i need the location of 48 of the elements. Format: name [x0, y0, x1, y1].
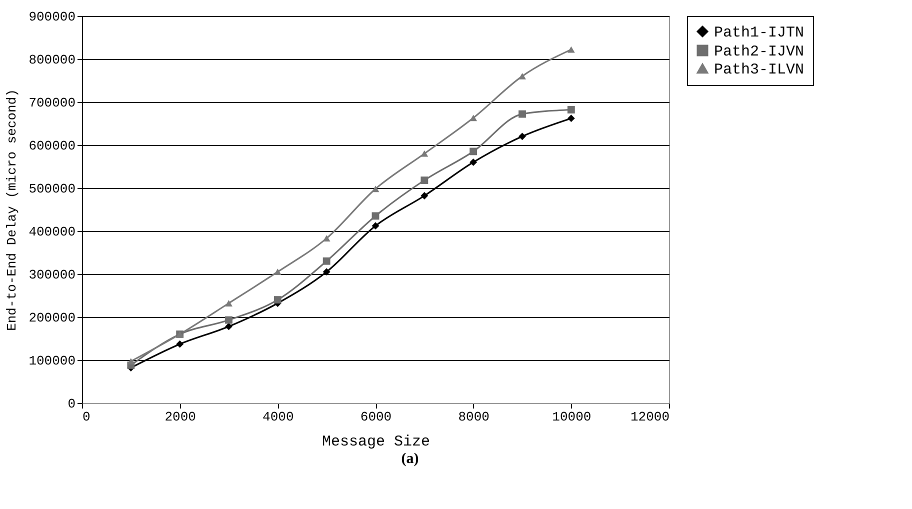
point [372, 186, 380, 192]
point [567, 106, 575, 114]
y-tick-label: 200000 [28, 310, 76, 326]
y-tick-label: 700000 [28, 96, 76, 110]
x-tick-label: 2000 [164, 410, 196, 424]
y-tick-label: 0 [68, 396, 76, 412]
point [225, 300, 232, 306]
point [176, 340, 184, 348]
point [225, 316, 232, 324]
point [567, 46, 575, 53]
point [420, 176, 428, 184]
legend-label: Path3-ILVN [714, 62, 804, 78]
point [470, 114, 478, 122]
point [518, 110, 526, 118]
y-tick-label: 900000 [28, 10, 76, 24]
point [322, 268, 330, 276]
x-tick-label: 12000 [630, 410, 670, 424]
legend-label: Path1-IJTN [714, 24, 804, 42]
point [274, 268, 282, 276]
x-tick-label: 10000 [552, 410, 592, 424]
x-tick-label: 6000 [360, 410, 392, 424]
point [322, 257, 330, 265]
legend-label: Path2-IJVN [714, 44, 804, 60]
y-tick-label: 100000 [28, 354, 76, 368]
y-tick-label: 300000 [28, 268, 76, 282]
point [567, 114, 575, 122]
point [420, 192, 428, 200]
y-tick-label: 800000 [28, 52, 76, 68]
point [470, 158, 478, 166]
point [420, 150, 428, 157]
x-tick-label: 0 [82, 410, 90, 424]
point [127, 358, 135, 364]
point [470, 148, 478, 156]
y-tick-label: 500000 [28, 182, 76, 196]
point [372, 222, 380, 230]
x-axis-title: Message Size [322, 434, 430, 450]
y-tick-label: 400000 [28, 224, 76, 240]
point [274, 296, 282, 304]
x-tick-label: 4000 [262, 410, 294, 424]
point [372, 212, 380, 220]
x-tick-label: 8000 [458, 410, 490, 424]
y-tick-label: 600000 [28, 138, 76, 154]
point [518, 72, 526, 80]
text: (a) [400, 451, 420, 468]
point [322, 235, 330, 242]
y-axis-title: End-to-End Delay (micro second) [4, 89, 20, 331]
point [225, 322, 232, 330]
point [518, 132, 526, 140]
